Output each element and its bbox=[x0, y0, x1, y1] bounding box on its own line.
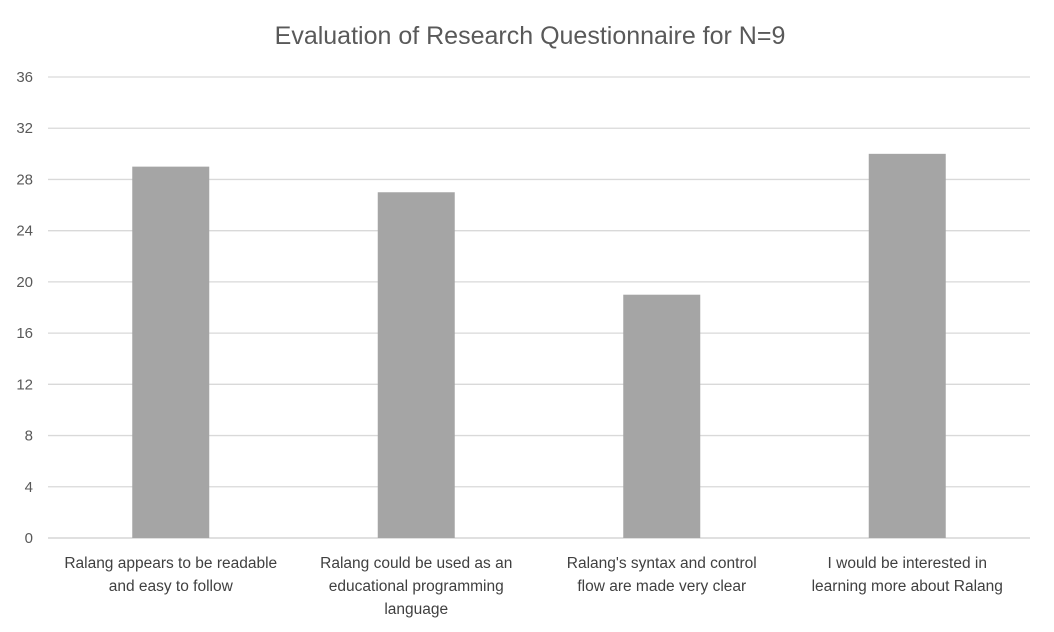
y-tick-label: 8 bbox=[25, 428, 33, 445]
x-category-label: Ralang could be used as an educational pr… bbox=[320, 555, 512, 618]
x-category-label-line: Ralang could be used as an bbox=[320, 555, 512, 572]
x-category-label: I would be interested in learning more ab… bbox=[812, 555, 1003, 595]
x-category-label-line: learning more about Ralang bbox=[812, 578, 1003, 595]
bar bbox=[623, 294, 701, 538]
y-tick-label: 32 bbox=[16, 120, 33, 137]
y-tick-label: 0 bbox=[25, 530, 33, 547]
y-tick-label: 36 bbox=[16, 69, 33, 86]
gridlines bbox=[48, 76, 1030, 539]
y-tick-label: 28 bbox=[16, 171, 33, 188]
x-category-label: Ralang's syntax and control flow are made… bbox=[567, 555, 757, 595]
x-category-label: Ralang appears to be readable and easy to… bbox=[64, 555, 277, 595]
x-axis-category-labels: Ralang appears to be readable and easy to… bbox=[64, 555, 1003, 618]
x-category-label-line: Ralang appears to be readable bbox=[64, 555, 277, 572]
bar bbox=[377, 192, 455, 538]
x-category-label-line: Ralang's syntax and control bbox=[567, 555, 757, 572]
x-category-label-line: flow are made very clear bbox=[577, 578, 746, 595]
y-tick-label: 24 bbox=[16, 223, 33, 240]
y-tick-label: 20 bbox=[16, 274, 33, 291]
bars bbox=[132, 153, 946, 539]
bar bbox=[868, 153, 946, 539]
y-tick-label: 16 bbox=[16, 325, 33, 342]
y-axis-tick-labels: 0 4 8 12 16 20 24 28 32 36 bbox=[16, 69, 33, 547]
y-tick-label: 4 bbox=[25, 479, 33, 496]
x-category-label-line: and easy to follow bbox=[109, 578, 234, 595]
x-category-label-line: educational programming bbox=[329, 578, 504, 595]
bar bbox=[132, 166, 210, 538]
chart-title: Evaluation of Research Questionnaire for… bbox=[275, 22, 786, 50]
x-category-label-line: language bbox=[384, 601, 448, 618]
x-category-label-line: I would be interested in bbox=[828, 555, 987, 572]
y-tick-label: 12 bbox=[16, 376, 33, 393]
